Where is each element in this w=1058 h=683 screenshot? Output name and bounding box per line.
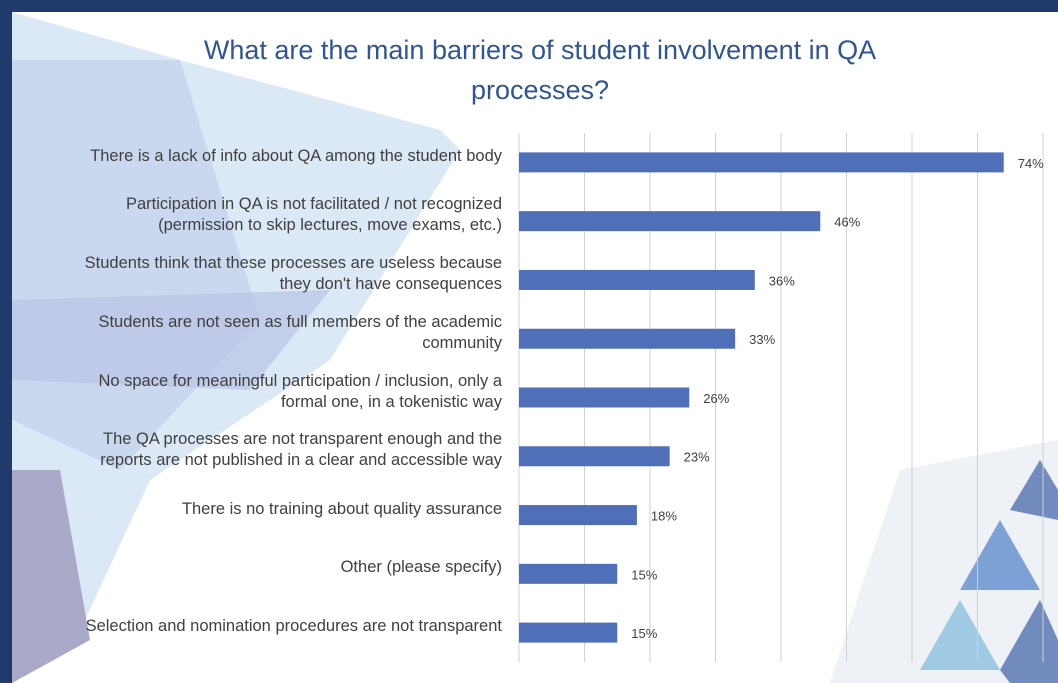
category-label: Participation in QA is not facilitated /… bbox=[125, 195, 502, 235]
decoration bbox=[920, 600, 1000, 670]
category-label: Selection and nomination procedures are … bbox=[85, 617, 502, 636]
data-label: 33% bbox=[749, 332, 775, 347]
data-label: 36% bbox=[769, 273, 795, 288]
bar bbox=[519, 328, 736, 349]
data-label: 74% bbox=[1018, 156, 1044, 171]
frame-top bbox=[0, 0, 1058, 12]
chart-title: What are the main barriers of student in… bbox=[203, 35, 877, 105]
decoration bbox=[960, 520, 1040, 590]
bar bbox=[519, 387, 690, 408]
bar bbox=[519, 563, 618, 584]
category-label: Students are not seen as full members of… bbox=[98, 312, 502, 352]
decoration bbox=[1010, 460, 1058, 520]
data-label: 26% bbox=[703, 391, 729, 406]
frame-left bbox=[0, 0, 12, 683]
bar bbox=[519, 622, 618, 643]
category-label: Students think that these processes are … bbox=[84, 253, 502, 293]
data-label: 15% bbox=[631, 626, 657, 641]
data-label: 23% bbox=[684, 450, 710, 465]
bar bbox=[519, 505, 637, 526]
decoration bbox=[12, 470, 90, 683]
category-label: Other (please specify) bbox=[340, 558, 502, 577]
data-label: 46% bbox=[834, 215, 860, 230]
bar bbox=[519, 269, 755, 290]
data-label: 18% bbox=[651, 508, 677, 523]
category-label: There is no training about quality assur… bbox=[181, 499, 502, 518]
category-label: No space for meaningful participation / … bbox=[98, 371, 502, 411]
data-label: 15% bbox=[631, 567, 657, 582]
decoration bbox=[830, 440, 1058, 683]
bar bbox=[519, 211, 821, 232]
bar bbox=[519, 446, 670, 467]
category-label: There is a lack of info about QA among t… bbox=[90, 146, 502, 165]
decoration bbox=[12, 290, 330, 390]
bar bbox=[519, 152, 1004, 173]
category-label: The QA processes are not transparent eno… bbox=[100, 430, 502, 470]
